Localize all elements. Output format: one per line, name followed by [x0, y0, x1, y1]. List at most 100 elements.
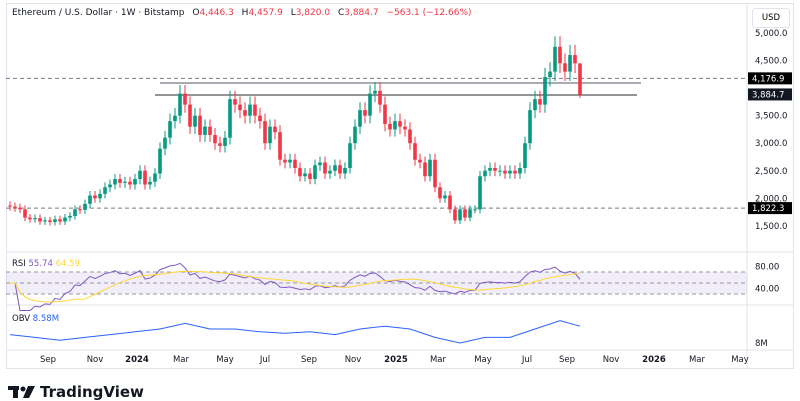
candle-body	[438, 187, 442, 199]
candle	[263, 113, 267, 150]
rsi-value: 55.74	[28, 259, 53, 269]
candle	[218, 136, 222, 153]
candle-body	[453, 209, 457, 221]
candle	[468, 205, 472, 222]
candle-body	[203, 126, 207, 135]
candle	[113, 173, 117, 190]
candle	[28, 213, 32, 223]
candle	[103, 182, 107, 199]
low-value: 3,820.0	[295, 8, 331, 18]
candle	[13, 202, 17, 212]
candle-body	[163, 137, 167, 149]
candle-body	[443, 195, 447, 199]
candle	[533, 90, 537, 119]
candle-body	[253, 104, 257, 116]
candle-body	[363, 110, 367, 116]
candle-body	[173, 115, 177, 122]
candle	[178, 85, 182, 124]
candle	[143, 165, 147, 190]
candle	[558, 36, 562, 74]
candle	[358, 102, 362, 134]
price-tick-label: 1,500.0	[755, 222, 787, 232]
time-tick-label: Jul	[521, 355, 532, 365]
price-marker-bg	[748, 72, 792, 85]
candle-body	[303, 173, 307, 177]
candle-body	[368, 93, 372, 116]
candle	[413, 136, 417, 166]
candle-body	[313, 165, 317, 180]
tradingview-logo-icon	[8, 386, 35, 398]
time-tick-label: 2026	[642, 355, 666, 365]
candle-body	[243, 110, 247, 116]
candle	[403, 119, 407, 137]
tradingview-logo[interactable]: TradingView	[8, 383, 144, 401]
candle	[88, 191, 92, 208]
candle-body	[153, 173, 157, 182]
time-tick-label: Sep	[559, 355, 575, 365]
candle	[498, 165, 502, 177]
candle-body	[468, 209, 472, 218]
candle	[118, 173, 122, 188]
candle	[503, 165, 507, 179]
candle	[163, 130, 167, 156]
candle-body	[463, 209, 467, 218]
candle-body	[328, 170, 332, 174]
candle-body	[18, 207, 22, 210]
time-tick-label: 2024	[125, 355, 149, 365]
candle-body	[123, 181, 127, 183]
candle-body	[448, 195, 452, 210]
open-value: 4,446.3	[199, 8, 234, 18]
candle	[213, 127, 217, 150]
candle-body	[268, 126, 272, 144]
candle-body	[78, 209, 82, 211]
time-tick-label: Nov	[87, 355, 104, 365]
candle	[398, 113, 402, 134]
candle-body	[83, 203, 87, 210]
rsi-tick-label: 40.00	[755, 285, 779, 295]
candle	[298, 162, 302, 182]
candle-body	[38, 218, 42, 222]
candle-body	[293, 159, 297, 168]
candle-body	[178, 93, 182, 116]
candle	[543, 67, 547, 113]
candle-body	[183, 93, 187, 105]
candle	[203, 119, 207, 142]
candle	[23, 205, 27, 222]
candle	[493, 162, 497, 177]
symbol-title[interactable]: Ethereum / U.S. Dollar · 1W · Bitstamp	[12, 8, 185, 18]
currency-button[interactable]: USD	[752, 8, 790, 28]
high-value: 4,457.9	[248, 8, 283, 18]
candle-body	[283, 159, 287, 163]
price-marker-label: 4,176.9	[752, 74, 784, 84]
candle-body	[498, 170, 502, 172]
candle-body	[143, 170, 147, 185]
candle	[148, 176, 152, 190]
candle	[268, 119, 272, 150]
time-tick-label: Mar	[430, 355, 447, 365]
candle	[438, 182, 442, 203]
candle-body	[228, 99, 232, 138]
candle-body	[288, 159, 292, 163]
candle-body	[378, 90, 382, 105]
close-value: 3,884.7	[344, 8, 379, 18]
candle-body	[488, 167, 492, 171]
candle	[508, 165, 512, 179]
price-tick-label: 3,000.0	[755, 139, 787, 149]
candle	[43, 216, 47, 225]
price-tick-label: 2,500.0	[755, 167, 787, 177]
candle-body	[138, 170, 142, 180]
candle	[528, 102, 532, 150]
candle	[323, 156, 327, 179]
candle	[513, 165, 517, 179]
candle-body	[508, 170, 512, 174]
candle-body	[258, 115, 262, 122]
candle	[273, 119, 277, 140]
candle	[393, 113, 397, 137]
candle	[123, 176, 127, 188]
candle	[258, 107, 262, 129]
candle-body	[73, 209, 77, 216]
rsi-ma-value: 64.59	[55, 259, 80, 269]
candle-body	[298, 167, 302, 177]
candle	[563, 53, 567, 82]
